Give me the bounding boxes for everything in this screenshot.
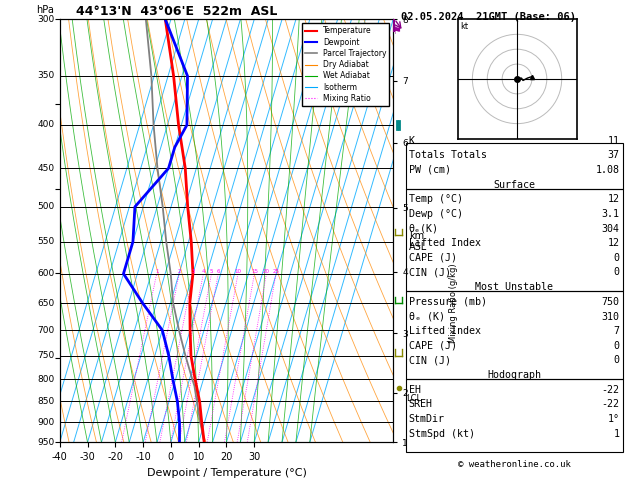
Text: LCL: LCL [406,394,421,403]
Text: 37: 37 [608,150,620,160]
Text: Pressure (mb): Pressure (mb) [409,297,487,307]
Text: Surface: Surface [493,180,535,190]
Text: 3: 3 [191,269,195,274]
Text: θₑ(K): θₑ(K) [409,224,439,234]
Text: 12: 12 [608,194,620,205]
Text: CAPE (J): CAPE (J) [409,341,457,351]
Text: 400: 400 [38,121,55,129]
Text: 3.1: 3.1 [601,209,620,219]
Text: 350: 350 [38,71,55,81]
Text: -22: -22 [601,385,620,395]
Text: 1: 1 [155,269,159,274]
Text: Totals Totals: Totals Totals [409,150,487,160]
Text: StmSpd (kt): StmSpd (kt) [409,429,475,439]
Text: 900: 900 [38,418,55,427]
Text: CIN (J): CIN (J) [409,355,451,365]
Text: 1: 1 [613,429,620,439]
Text: Hodograph: Hodograph [487,370,541,381]
Text: 700: 700 [38,326,55,335]
Text: Temp (°C): Temp (°C) [409,194,463,205]
Text: Lifted Index: Lifted Index [409,238,481,248]
Text: Most Unstable: Most Unstable [475,282,554,293]
Text: 1.08: 1.08 [596,165,620,175]
Text: θₑ (K): θₑ (K) [409,312,445,322]
X-axis label: Dewpoint / Temperature (°C): Dewpoint / Temperature (°C) [147,468,306,478]
Text: 25: 25 [272,269,279,274]
Text: 300: 300 [38,15,55,24]
Text: 650: 650 [38,298,55,308]
Text: 750: 750 [38,351,55,360]
Text: kt: kt [460,22,469,32]
Text: CIN (J): CIN (J) [409,267,451,278]
Legend: Temperature, Dewpoint, Parcel Trajectory, Dry Adiabat, Wet Adiabat, Isotherm, Mi: Temperature, Dewpoint, Parcel Trajectory… [302,23,389,106]
Text: 0: 0 [613,267,620,278]
Text: 450: 450 [38,164,55,173]
Text: 5: 5 [209,269,213,274]
Text: 44°13'N  43°06'E  522m  ASL: 44°13'N 43°06'E 522m ASL [77,5,278,18]
Text: © weatheronline.co.uk: © weatheronline.co.uk [458,460,571,469]
Text: CAPE (J): CAPE (J) [409,253,457,263]
Text: 800: 800 [38,375,55,384]
Text: 1°: 1° [608,414,620,424]
Text: Dewp (°C): Dewp (°C) [409,209,463,219]
Text: 4: 4 [201,269,205,274]
Text: ⚑: ⚑ [392,26,401,36]
Text: hPa: hPa [36,5,54,15]
Text: 12: 12 [608,238,620,248]
Text: 7: 7 [613,326,620,336]
Text: 750: 750 [601,297,620,307]
Text: 02.05.2024  21GMT (Base: 06): 02.05.2024 21GMT (Base: 06) [401,12,576,22]
Text: Mixing Ratio (g/kg): Mixing Ratio (g/kg) [448,263,458,343]
Text: Lifted Index: Lifted Index [409,326,481,336]
Text: 10: 10 [235,269,242,274]
Text: SREH: SREH [409,399,433,410]
Text: 2: 2 [177,269,181,274]
Text: 15: 15 [251,269,258,274]
Text: 950: 950 [38,438,55,447]
Text: 304: 304 [601,224,620,234]
Text: K: K [409,136,415,146]
Text: 20: 20 [263,269,270,274]
Text: 6: 6 [216,269,220,274]
Text: PW (cm): PW (cm) [409,165,451,175]
Text: 0: 0 [613,341,620,351]
Text: 850: 850 [38,397,55,406]
Text: 310: 310 [601,312,620,322]
Text: 0: 0 [613,355,620,365]
Text: 500: 500 [38,202,55,211]
Y-axis label: km
ASL: km ASL [409,231,428,252]
Text: 550: 550 [38,237,55,246]
Text: StmDir: StmDir [409,414,445,424]
Text: -22: -22 [601,399,620,410]
Text: 0: 0 [613,253,620,263]
Text: 11: 11 [608,136,620,146]
Text: 600: 600 [38,269,55,278]
Text: EH: EH [409,385,421,395]
